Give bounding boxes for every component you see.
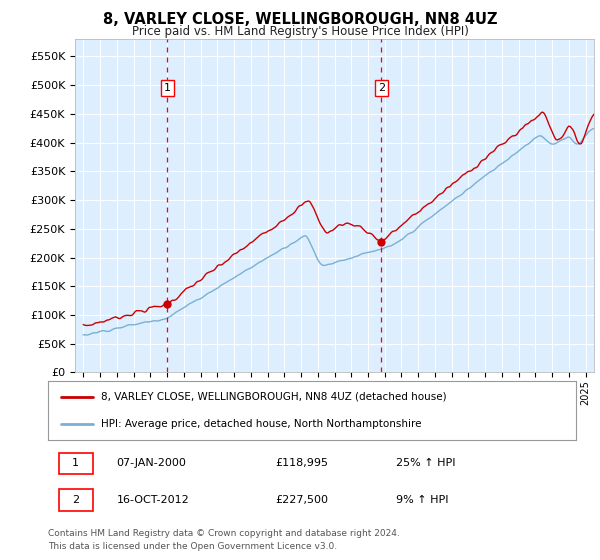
Text: £227,500: £227,500	[275, 495, 328, 505]
Text: £118,995: £118,995	[275, 459, 328, 468]
Text: Contains HM Land Registry data © Crown copyright and database right 2024.
This d: Contains HM Land Registry data © Crown c…	[48, 529, 400, 550]
Text: 9% ↑ HPI: 9% ↑ HPI	[397, 495, 449, 505]
Text: HPI: Average price, detached house, North Northamptonshire: HPI: Average price, detached house, Nort…	[101, 419, 421, 429]
Text: 1: 1	[72, 459, 79, 468]
Text: 2: 2	[72, 495, 79, 505]
Text: 2: 2	[377, 83, 385, 93]
Text: 07-JAN-2000: 07-JAN-2000	[116, 459, 187, 468]
FancyBboxPatch shape	[59, 489, 93, 511]
FancyBboxPatch shape	[59, 452, 93, 474]
Text: 16-OCT-2012: 16-OCT-2012	[116, 495, 190, 505]
Text: 25% ↑ HPI: 25% ↑ HPI	[397, 459, 456, 468]
Text: Price paid vs. HM Land Registry's House Price Index (HPI): Price paid vs. HM Land Registry's House …	[131, 25, 469, 38]
Text: 8, VARLEY CLOSE, WELLINGBOROUGH, NN8 4UZ (detached house): 8, VARLEY CLOSE, WELLINGBOROUGH, NN8 4UZ…	[101, 391, 446, 402]
Text: 1: 1	[164, 83, 171, 93]
Text: 8, VARLEY CLOSE, WELLINGBOROUGH, NN8 4UZ: 8, VARLEY CLOSE, WELLINGBOROUGH, NN8 4UZ	[103, 12, 497, 27]
